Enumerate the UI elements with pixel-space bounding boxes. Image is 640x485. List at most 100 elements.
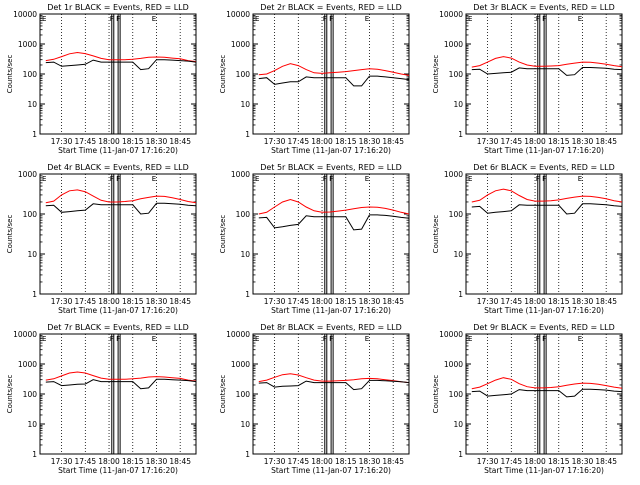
flare-marker-label: F <box>110 175 114 183</box>
detector-plot: Det 2r BLACK = Events, RED = LLD 17:30 17:… <box>219 3 410 155</box>
x-tick-label: 18:30 <box>572 297 594 306</box>
corner-marker-label: E <box>468 15 472 23</box>
y-tick-label: 1000 <box>231 170 250 179</box>
x-tick-label: 18:45 <box>382 457 404 466</box>
x-tick-label: 18:30 <box>359 297 381 306</box>
series-line-events <box>258 379 410 391</box>
y-tick-label: 1 <box>458 130 463 139</box>
y-tick-label: 1 <box>458 290 463 299</box>
series-line-lld <box>45 51 197 63</box>
y-tick-label: 1 <box>245 130 250 139</box>
y-axis-label: Counts/sec <box>6 215 14 254</box>
eclipse-marker-label: E <box>365 335 369 343</box>
y-tick-label: 1000 <box>18 40 37 49</box>
x-tick-label: 17:45 <box>75 137 97 146</box>
x-tick-label: 18:15 <box>548 297 570 306</box>
y-tick-label: 1000 <box>231 360 250 369</box>
corner-marker-label: E <box>255 15 259 23</box>
x-axis-label: Start Time (11-Jan-07 17:16:20) <box>484 466 604 475</box>
x-tick-label: 17:30 <box>264 137 286 146</box>
y-axis-label: Counts/sec <box>219 55 227 94</box>
detector-plot: Det 8r BLACK = Events, RED = LLD 17:30 17:… <box>219 323 410 475</box>
x-tick-label: 18:15 <box>548 457 570 466</box>
plot-title: Det 6r BLACK = Events, RED = LLD <box>473 163 615 172</box>
flare-marker-label: F <box>329 15 333 23</box>
y-tick-label: 100 <box>23 70 38 79</box>
x-tick-label: 17:30 <box>51 297 73 306</box>
y-tick-label: 1000 <box>444 360 463 369</box>
x-tick-label: 18:30 <box>572 457 594 466</box>
flare-marker-label: F <box>542 175 546 183</box>
y-tick-label: 10 <box>453 250 463 259</box>
y-axis-label: Counts/sec <box>6 55 14 94</box>
eclipse-marker-label: E <box>365 15 369 23</box>
x-tick-label: 18:00 <box>311 457 333 466</box>
x-axis-label: Start Time (11-Jan-07 17:16:20) <box>271 306 391 315</box>
x-tick-label: 17:45 <box>75 297 97 306</box>
corner-marker-label: E <box>468 335 472 343</box>
x-tick-label: 18:15 <box>548 137 570 146</box>
x-tick-label: 18:45 <box>169 137 191 146</box>
plot-title: Det 3r BLACK = Events, RED = LLD <box>473 3 615 12</box>
x-tick-label: 18:45 <box>169 457 191 466</box>
x-tick-label: 18:30 <box>359 457 381 466</box>
series-line-events <box>471 67 623 76</box>
y-axis-label: Counts/sec <box>6 375 14 414</box>
detector-plot: Det 3r BLACK = Events, RED = LLD 17:30 17:… <box>432 3 623 155</box>
x-axis-label: Start Time (11-Jan-07 17:16:20) <box>484 306 604 315</box>
x-tick-label: 18:00 <box>311 297 333 306</box>
y-tick-label: 1 <box>32 450 37 459</box>
flare-marker-label: F <box>323 15 327 23</box>
x-tick-label: 18:45 <box>595 297 617 306</box>
y-tick-label: 10000 <box>439 330 463 339</box>
y-tick-label: 100 <box>449 70 464 79</box>
plot-title: Det 5r BLACK = Events, RED = LLD <box>260 163 402 172</box>
corner-marker-label: E <box>42 175 46 183</box>
y-tick-label: 1 <box>245 290 250 299</box>
x-tick-label: 18:15 <box>335 457 357 466</box>
x-tick-label: 18:00 <box>311 137 333 146</box>
x-axis-label: Start Time (11-Jan-07 17:16:20) <box>58 306 178 315</box>
x-tick-label: 18:00 <box>524 457 546 466</box>
flare-marker-label: F <box>329 335 333 343</box>
series-line-lld <box>471 188 623 203</box>
x-tick-label: 17:30 <box>51 137 73 146</box>
series-line-events <box>45 59 197 71</box>
y-tick-label: 100 <box>236 70 251 79</box>
detector-plot: Det 4r BLACK = Events, RED = LLD 17:30 17:… <box>6 163 197 315</box>
y-tick-label: 10000 <box>226 10 250 19</box>
eclipse-marker-label: E <box>578 175 582 183</box>
y-axis-label: Counts/sec <box>432 215 440 254</box>
y-tick-label: 10000 <box>439 10 463 19</box>
y-tick-label: 10 <box>240 250 250 259</box>
y-tick-label: 1 <box>32 290 37 299</box>
flare-marker-label: F <box>536 15 540 23</box>
x-tick-label: 17:30 <box>477 137 499 146</box>
y-tick-label: 10 <box>27 250 37 259</box>
flare-marker-label: F <box>542 335 546 343</box>
flare-marker-label: F <box>116 15 120 23</box>
x-tick-label: 18:45 <box>595 457 617 466</box>
flare-marker-label: F <box>542 15 546 23</box>
y-tick-label: 10000 <box>226 330 250 339</box>
y-tick-label: 1 <box>458 450 463 459</box>
x-tick-label: 17:30 <box>477 297 499 306</box>
series-line-lld <box>471 56 623 68</box>
x-tick-label: 18:30 <box>572 137 594 146</box>
eclipse-marker-label: E <box>578 15 582 23</box>
x-tick-label: 17:45 <box>501 137 523 146</box>
y-axis-label: Counts/sec <box>432 375 440 414</box>
x-tick-label: 18:30 <box>146 137 168 146</box>
y-tick-label: 1000 <box>231 40 250 49</box>
x-axis-label: Start Time (11-Jan-07 17:16:20) <box>58 146 178 155</box>
y-tick-label: 1000 <box>18 170 37 179</box>
y-tick-label: 10000 <box>13 10 37 19</box>
y-tick-label: 100 <box>23 390 38 399</box>
plot-title: Det 1r BLACK = Events, RED = LLD <box>47 3 189 12</box>
series-line-lld <box>45 189 197 204</box>
y-tick-label: 1000 <box>18 360 37 369</box>
